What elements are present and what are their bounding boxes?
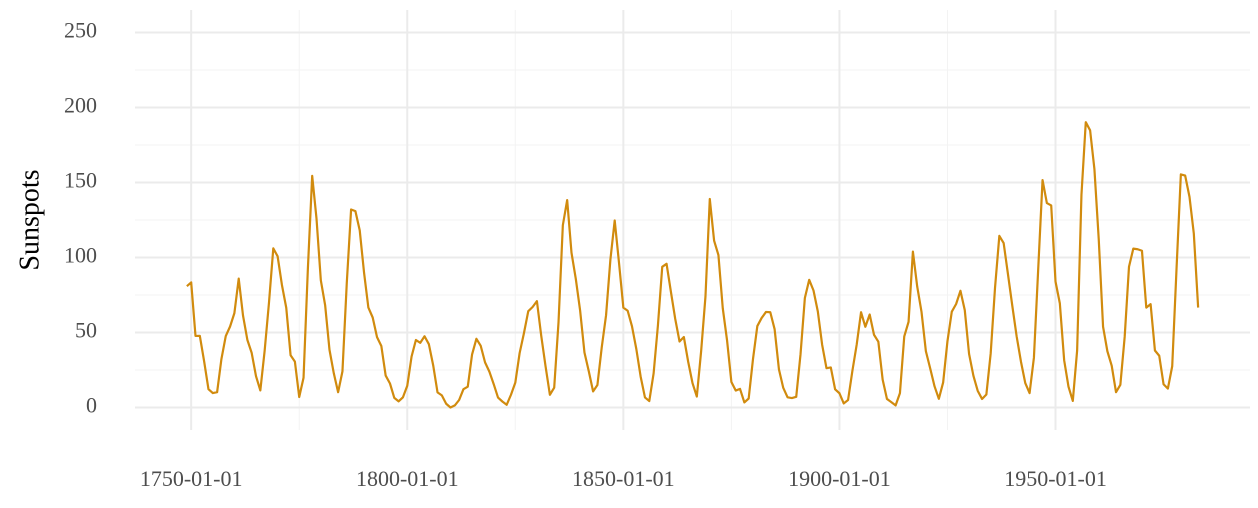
x-tick-label: 1850-01-01: [572, 466, 675, 491]
y-tick-label: 100: [64, 243, 97, 268]
x-tick-label: 1950-01-01: [1004, 466, 1107, 491]
y-axis-label: Sunspots: [14, 169, 45, 270]
y-tick-label: 200: [64, 93, 97, 118]
x-tick-label: 1750-01-01: [140, 466, 243, 491]
y-tick-label: 50: [75, 318, 97, 343]
y-tick-label: 150: [64, 168, 97, 193]
data-line: [186, 121, 1200, 409]
x-tick-label: 1900-01-01: [788, 466, 891, 491]
y-tick-label: 0: [86, 393, 97, 418]
x-tick-label: 1800-01-01: [356, 466, 459, 491]
y-tick-label: 250: [64, 18, 97, 43]
